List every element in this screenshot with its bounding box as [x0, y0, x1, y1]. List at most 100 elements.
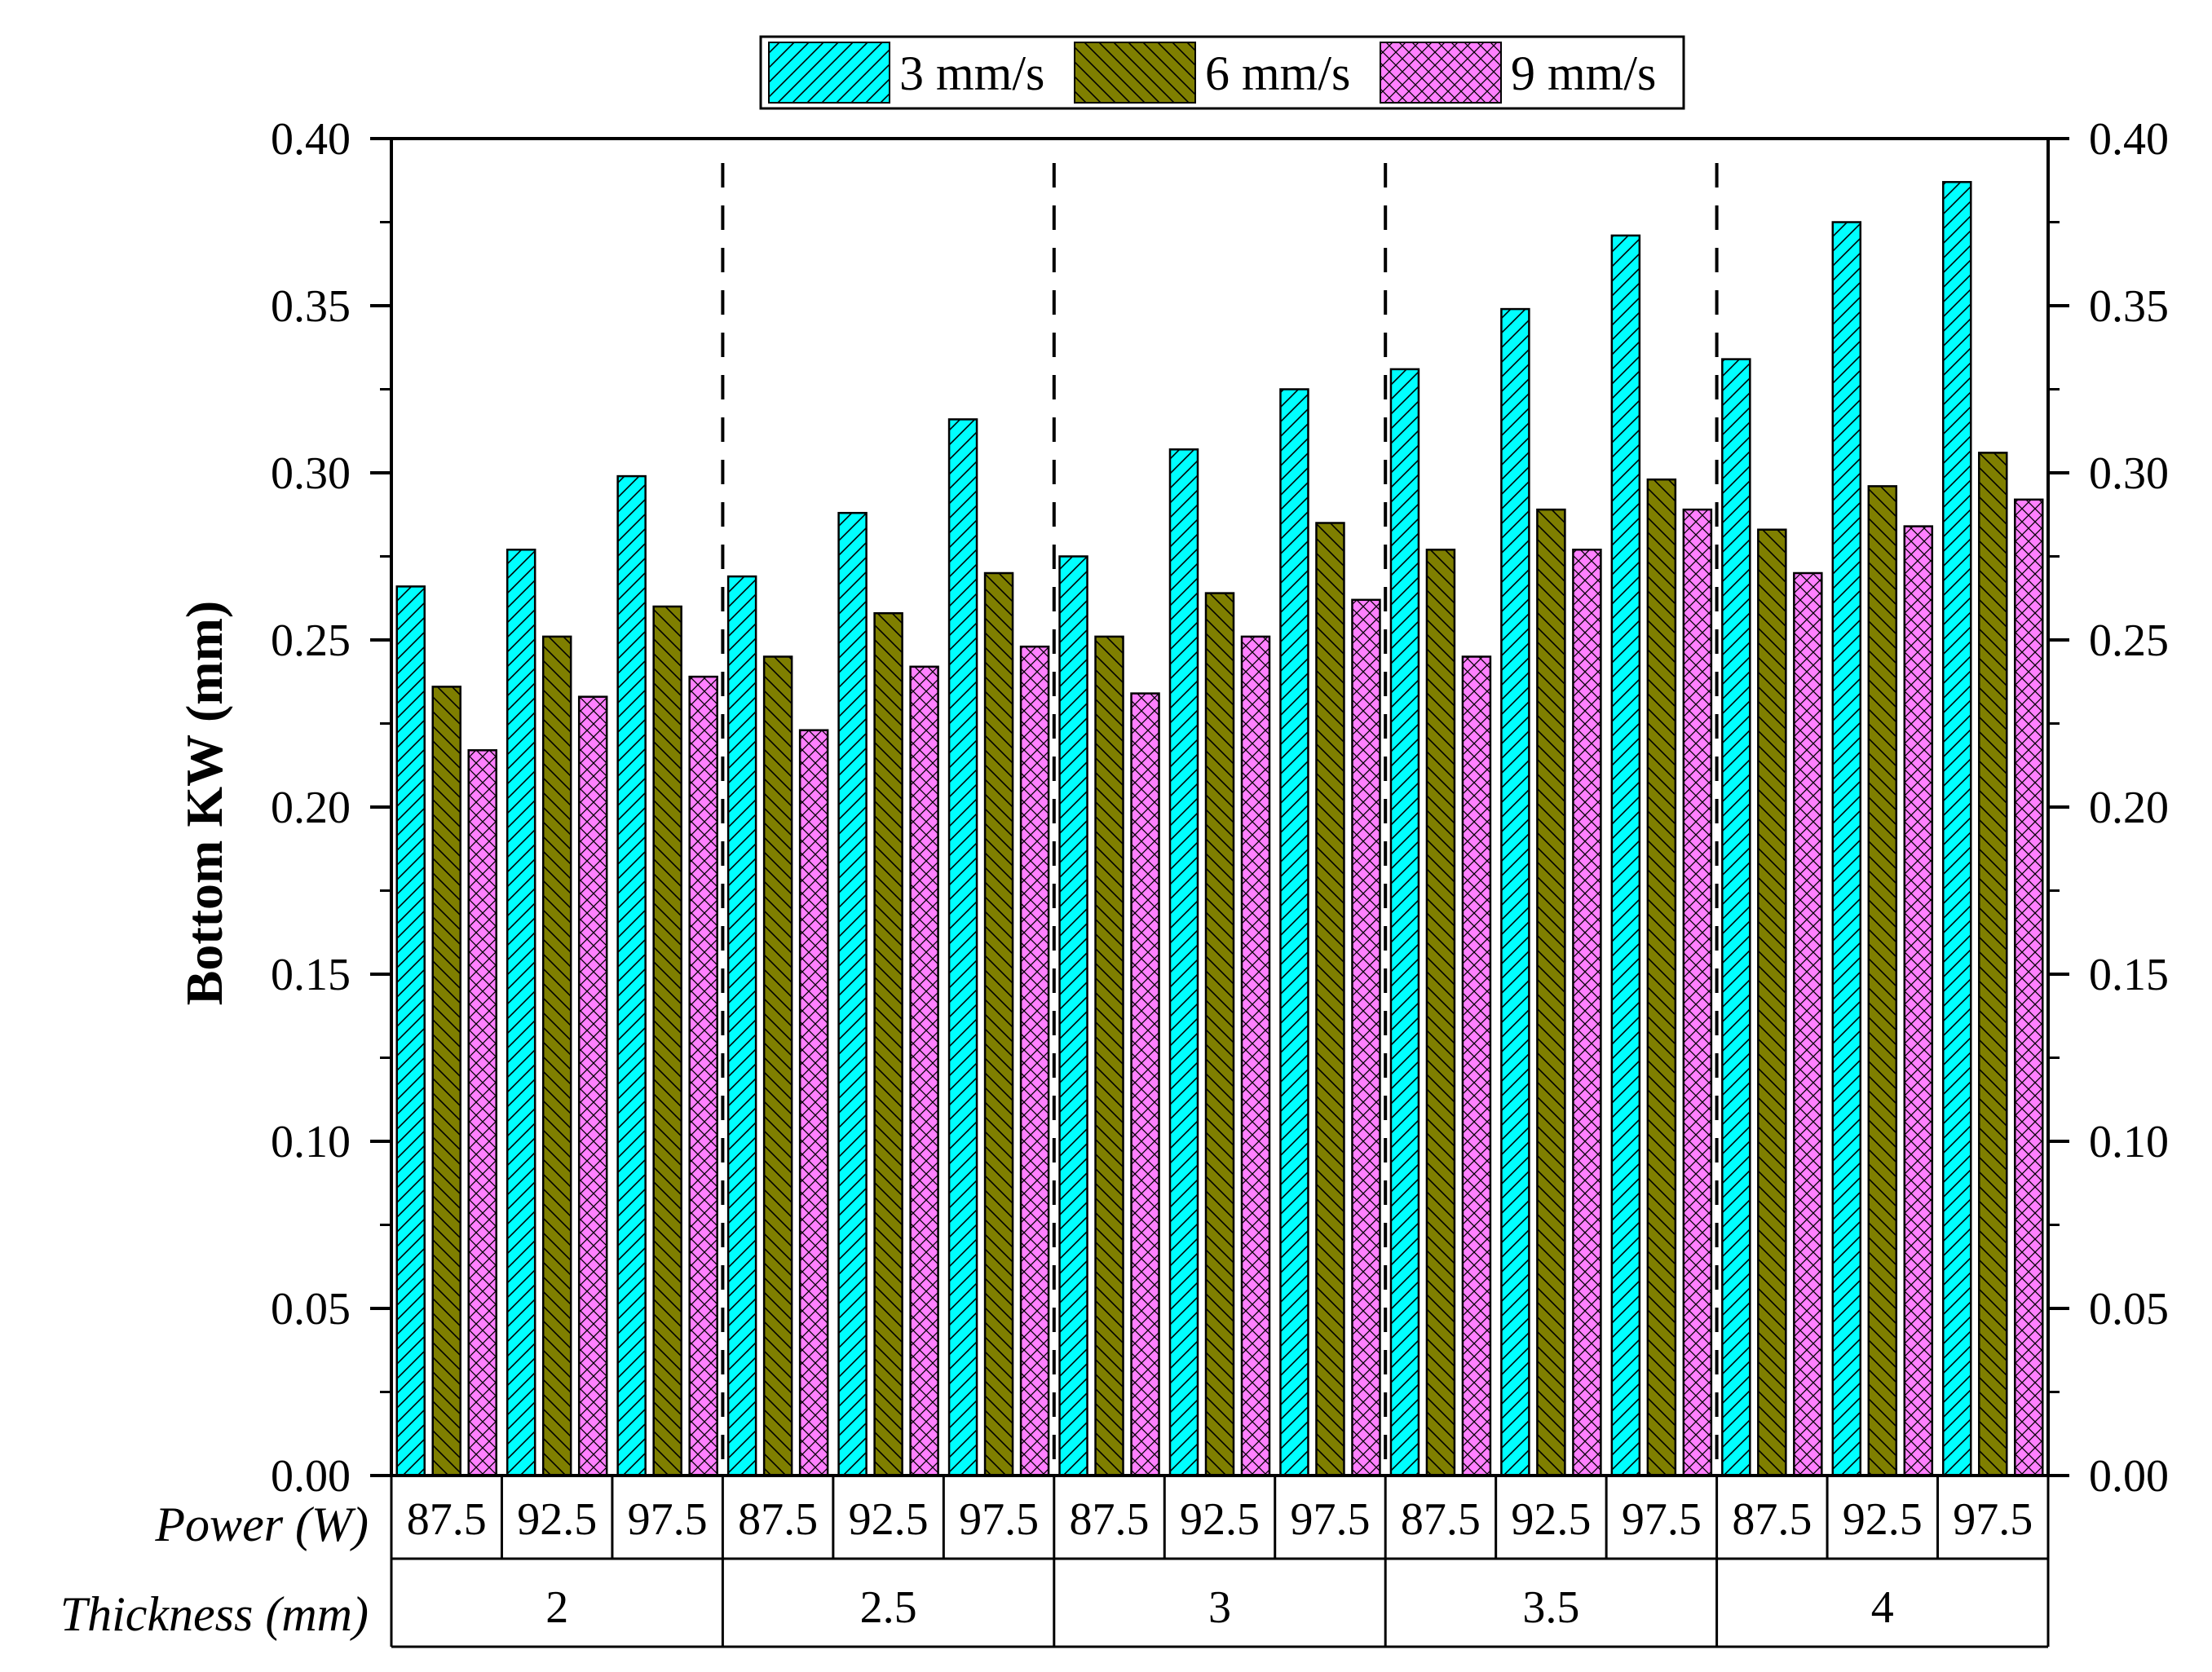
power-label: 92.5	[517, 1494, 597, 1545]
bar-outline	[577, 695, 608, 1477]
bar-outline	[909, 665, 939, 1477]
bar-3mms-11	[1610, 234, 1641, 1477]
bar-outline	[431, 686, 461, 1477]
bar-3mms-10	[1500, 307, 1530, 1477]
legend-box	[759, 35, 1685, 110]
bar-outline	[947, 418, 978, 1477]
y-tick-label-right: 0.30	[2089, 448, 2169, 499]
bar-6mms-5	[983, 571, 1014, 1477]
bar-6mms-10	[1536, 508, 1566, 1477]
bar-3mms-0	[395, 585, 426, 1477]
bar-outline	[1094, 635, 1124, 1477]
power-label: 97.5	[1290, 1494, 1370, 1545]
bar-outline	[1831, 221, 1862, 1477]
bar-outline	[652, 605, 682, 1477]
legend-hatch-0	[768, 42, 890, 104]
power-label: 97.5	[959, 1494, 1039, 1545]
bar-9mms-5	[1019, 645, 1050, 1477]
thickness-label: 3.5	[1522, 1582, 1579, 1633]
bar-outline	[1793, 571, 1823, 1477]
bar-9mms-2	[688, 675, 718, 1477]
bar-outline	[1978, 452, 2008, 1477]
bar-outline	[1168, 448, 1199, 1477]
y-tick-label-right: 0.35	[2089, 281, 2169, 332]
power-label: 92.5	[1843, 1494, 1923, 1545]
bar-outline	[1279, 388, 1309, 1477]
bar-outline	[1903, 525, 1934, 1477]
bar-outline	[1461, 655, 1492, 1477]
thickness-label: 4	[1871, 1582, 1894, 1633]
bar-9mms-12	[1793, 571, 1823, 1477]
bar-outline	[873, 611, 903, 1477]
bar-outline	[688, 675, 718, 1477]
bar-9mms-4	[909, 665, 939, 1477]
legend-hatch-2	[1380, 42, 1502, 104]
bar-9mms-14	[2014, 498, 2044, 1477]
bar-outline	[2014, 498, 2044, 1477]
bar-9mms-7	[1240, 635, 1271, 1477]
y-tick-label-left: 0.05	[271, 1284, 351, 1335]
y-tick-label-right: 0.40	[2089, 114, 2169, 165]
bar-6mms-7	[1204, 592, 1235, 1477]
thickness-label: 3	[1208, 1582, 1231, 1633]
y-tick-label-left: 0.40	[271, 114, 351, 165]
bar-9mms-0	[467, 749, 497, 1477]
bar-3mms-14	[1942, 181, 1972, 1477]
power-label: 97.5	[1622, 1494, 1702, 1545]
y-tick-label-left: 0.30	[271, 448, 351, 499]
bar-outline	[1536, 508, 1566, 1477]
bar-9mms-10	[1572, 549, 1602, 1477]
legend-hatch-1	[1074, 42, 1196, 104]
power-label: 97.5	[1953, 1494, 2033, 1545]
legend-item-6mms: 6 mm/s	[1074, 42, 1350, 104]
thickness-row-title: Thickness (mm)	[60, 1587, 369, 1641]
bar-6mms-6	[1094, 635, 1124, 1477]
bar-9mms-9	[1461, 655, 1492, 1477]
bar-6mms-2	[652, 605, 682, 1477]
y-tick-label-left: 0.20	[271, 783, 351, 833]
power-label: 87.5	[407, 1494, 487, 1545]
bar-3mms-7	[1168, 448, 1199, 1477]
power-label: 97.5	[628, 1494, 708, 1545]
bar-outline	[837, 511, 868, 1477]
legend: 3 mm/s 6 mm/s 9 mm/s	[759, 35, 1685, 110]
bar-outline	[1721, 358, 1751, 1477]
bar-6mms-12	[1757, 528, 1787, 1477]
bar-6mms-1	[541, 635, 572, 1477]
y-tick-label-right: 0.20	[2089, 783, 2169, 833]
thickness-label: 2.5	[860, 1582, 917, 1633]
y-tick-label-left: 0.15	[271, 950, 351, 1000]
bar-3mms-5	[947, 418, 978, 1477]
y-tick-label-right: 0.15	[2089, 950, 2169, 1000]
bar-outline	[1130, 692, 1160, 1477]
bar-outline	[1867, 485, 1898, 1477]
legend-label-6mms: 6 mm/s	[1205, 46, 1350, 100]
y-tick-label-right: 0.10	[2089, 1117, 2169, 1167]
power-label: 87.5	[1401, 1494, 1481, 1545]
power-label: 87.5	[1070, 1494, 1150, 1545]
bar-6mms-9	[1425, 549, 1456, 1477]
bar-6mms-3	[762, 655, 793, 1477]
bar-9mms-3	[798, 729, 829, 1477]
bar-9mms-13	[1903, 525, 1934, 1477]
y-tick-label-right: 0.25	[2089, 615, 2169, 666]
bar-9mms-6	[1130, 692, 1160, 1477]
bar-6mms-0	[431, 686, 461, 1477]
bar-outline	[1646, 478, 1677, 1477]
bar-outline	[1019, 645, 1050, 1477]
bar-3mms-6	[1058, 555, 1088, 1477]
bar-9mms-11	[1682, 508, 1713, 1477]
legend-item-9mms: 9 mm/s	[1380, 42, 1656, 104]
bar-3mms-1	[506, 549, 536, 1477]
bar-outline	[1351, 598, 1381, 1477]
y-tick-label-left: 0.10	[271, 1117, 351, 1167]
bar-outline	[798, 729, 829, 1477]
y-axis-title: Bottom KW (mm)	[175, 601, 233, 1006]
bar-outline	[467, 749, 497, 1477]
y-tick-label-left: 0.25	[271, 615, 351, 666]
bar-outline	[541, 635, 572, 1477]
bar-outline	[1682, 508, 1713, 1477]
bar-6mms-8	[1315, 522, 1345, 1477]
bar-outline	[395, 585, 426, 1477]
